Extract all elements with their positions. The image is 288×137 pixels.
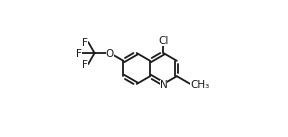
- Text: F: F: [82, 38, 88, 48]
- Text: CH₃: CH₃: [190, 80, 209, 90]
- Text: F: F: [76, 49, 82, 59]
- Text: F: F: [82, 60, 88, 70]
- Text: N: N: [160, 80, 167, 90]
- Text: O: O: [106, 49, 114, 59]
- Text: Cl: Cl: [158, 36, 169, 46]
